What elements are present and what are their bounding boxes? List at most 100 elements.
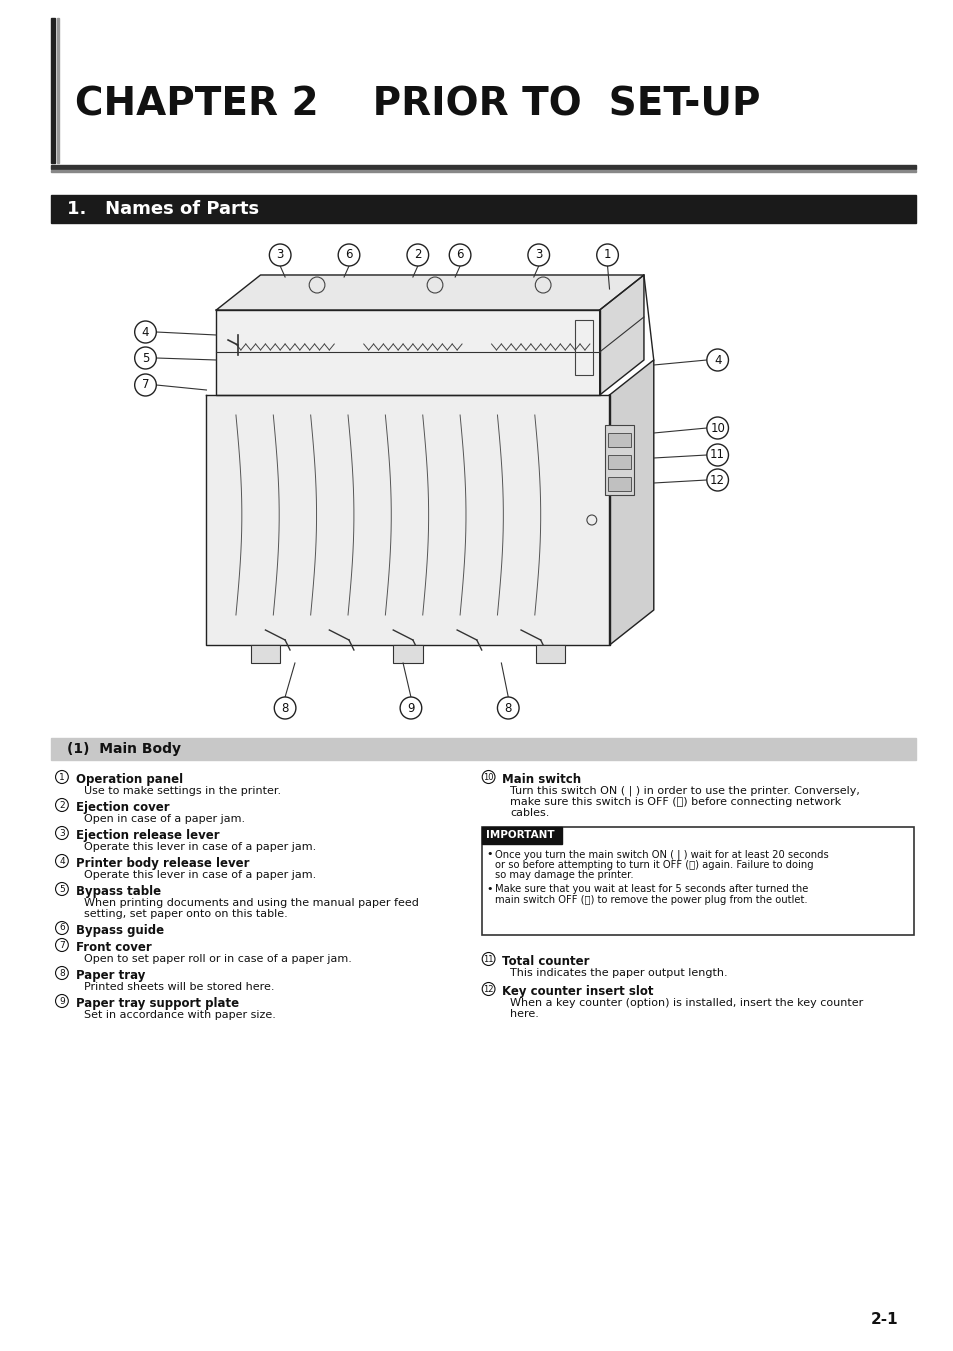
Text: Paper tray support plate: Paper tray support plate <box>75 997 238 1011</box>
Text: Paper tray: Paper tray <box>75 969 145 982</box>
Bar <box>575 320 592 376</box>
Text: 9: 9 <box>59 997 65 1005</box>
Text: 9: 9 <box>407 701 415 715</box>
Text: Printer body release lever: Printer body release lever <box>75 857 249 870</box>
Text: 1: 1 <box>59 773 65 781</box>
Text: or so before attempting to turn it OFF (ⓘ) again. Failure to doing: or so before attempting to turn it OFF (… <box>495 859 813 870</box>
Bar <box>51 738 915 761</box>
Bar <box>51 165 915 169</box>
Text: 1: 1 <box>603 249 611 262</box>
Text: 5: 5 <box>59 885 65 893</box>
Text: 1.   Names of Parts: 1. Names of Parts <box>67 200 258 218</box>
Bar <box>51 195 915 223</box>
Text: 10: 10 <box>483 773 494 781</box>
Text: 3: 3 <box>535 249 542 262</box>
Circle shape <box>449 245 471 266</box>
Text: When a key counter (option) is installed, insert the key counter: When a key counter (option) is installed… <box>510 998 862 1008</box>
Text: Bypass table: Bypass table <box>75 885 161 898</box>
Circle shape <box>706 469 728 490</box>
Text: Front cover: Front cover <box>75 942 152 954</box>
Text: 7: 7 <box>142 378 149 392</box>
Text: Operate this lever in case of a paper jam.: Operate this lever in case of a paper ja… <box>84 842 315 852</box>
Text: 4: 4 <box>713 354 720 366</box>
Text: •: • <box>486 848 493 859</box>
Text: 12: 12 <box>709 473 724 486</box>
Bar <box>481 827 561 844</box>
Circle shape <box>274 697 295 719</box>
Text: 2-1: 2-1 <box>870 1313 898 1328</box>
Text: Once you turn the main switch ON ( | ) wait for at least 20 seconds: Once you turn the main switch ON ( | ) w… <box>495 848 828 859</box>
Bar <box>481 827 913 935</box>
Text: When printing documents and using the manual paper feed: When printing documents and using the ma… <box>84 898 418 908</box>
Bar <box>51 18 55 163</box>
Text: Operation panel: Operation panel <box>75 773 183 786</box>
Text: 11: 11 <box>709 449 724 462</box>
Polygon shape <box>609 359 653 644</box>
Circle shape <box>134 322 156 343</box>
Text: Main switch: Main switch <box>502 773 581 786</box>
Text: 11: 11 <box>483 955 494 963</box>
Text: Make sure that you wait at least for 5 seconds after turned the: Make sure that you wait at least for 5 s… <box>495 885 808 894</box>
Bar <box>607 455 631 469</box>
Circle shape <box>527 245 549 266</box>
Text: Operate this lever in case of a paper jam.: Operate this lever in case of a paper ja… <box>84 870 315 880</box>
Text: 12: 12 <box>483 985 494 993</box>
Circle shape <box>706 444 728 466</box>
Bar <box>57 18 59 163</box>
Bar <box>536 644 565 663</box>
Text: This indicates the paper output length.: This indicates the paper output length. <box>510 969 727 978</box>
Text: 7: 7 <box>59 940 65 950</box>
Text: 8: 8 <box>504 701 512 715</box>
Text: here.: here. <box>510 1009 538 1019</box>
Bar <box>251 644 280 663</box>
Bar <box>51 170 915 172</box>
Circle shape <box>497 697 518 719</box>
Text: CHAPTER 2    PRIOR TO  SET-UP: CHAPTER 2 PRIOR TO SET-UP <box>74 86 760 124</box>
Bar <box>393 644 422 663</box>
Polygon shape <box>206 394 609 644</box>
Text: 8: 8 <box>59 969 65 978</box>
Circle shape <box>134 347 156 369</box>
Text: IMPORTANT: IMPORTANT <box>485 831 554 840</box>
Text: 6: 6 <box>59 924 65 932</box>
Text: cables.: cables. <box>510 808 549 817</box>
Circle shape <box>706 349 728 372</box>
Text: 5: 5 <box>142 351 149 365</box>
Circle shape <box>337 245 359 266</box>
Polygon shape <box>599 276 643 394</box>
Text: make sure this switch is OFF (ⓘ) before connecting network: make sure this switch is OFF (ⓘ) before … <box>510 797 841 807</box>
Text: (1)  Main Body: (1) Main Body <box>67 742 181 757</box>
Polygon shape <box>216 276 643 309</box>
Text: Set in accordance with paper size.: Set in accordance with paper size. <box>84 1011 275 1020</box>
Text: Ejection cover: Ejection cover <box>75 801 169 815</box>
Text: Printed sheets will be stored here.: Printed sheets will be stored here. <box>84 982 274 992</box>
Text: Total counter: Total counter <box>502 955 589 969</box>
Text: Open to set paper roll or in case of a paper jam.: Open to set paper roll or in case of a p… <box>84 954 351 965</box>
Text: 2: 2 <box>59 801 65 809</box>
Text: 4: 4 <box>142 326 149 339</box>
Text: Open in case of a paper jam.: Open in case of a paper jam. <box>84 815 244 824</box>
Text: 2: 2 <box>414 249 421 262</box>
Circle shape <box>269 245 291 266</box>
Text: 3: 3 <box>276 249 284 262</box>
Text: •: • <box>486 885 493 894</box>
Text: 8: 8 <box>281 701 289 715</box>
Text: 6: 6 <box>456 249 463 262</box>
Text: Bypass guide: Bypass guide <box>75 924 164 938</box>
Text: setting, set paper onto on this table.: setting, set paper onto on this table. <box>84 909 287 919</box>
Text: so may damage the printer.: so may damage the printer. <box>495 870 634 880</box>
Text: 3: 3 <box>59 828 65 838</box>
Text: Key counter insert slot: Key counter insert slot <box>502 985 653 998</box>
Text: main switch OFF (ⓘ) to remove the power plug from the outlet.: main switch OFF (ⓘ) to remove the power … <box>495 894 807 905</box>
Text: 10: 10 <box>709 422 724 435</box>
Bar <box>607 434 631 447</box>
Circle shape <box>407 245 428 266</box>
Text: Use to make settings in the printer.: Use to make settings in the printer. <box>84 786 280 796</box>
Bar <box>604 426 634 494</box>
Circle shape <box>706 417 728 439</box>
Bar <box>607 477 631 490</box>
Text: 6: 6 <box>345 249 353 262</box>
Circle shape <box>597 245 618 266</box>
Text: Turn this switch ON ( | ) in order to use the printer. Conversely,: Turn this switch ON ( | ) in order to us… <box>510 786 860 797</box>
Polygon shape <box>216 309 599 394</box>
